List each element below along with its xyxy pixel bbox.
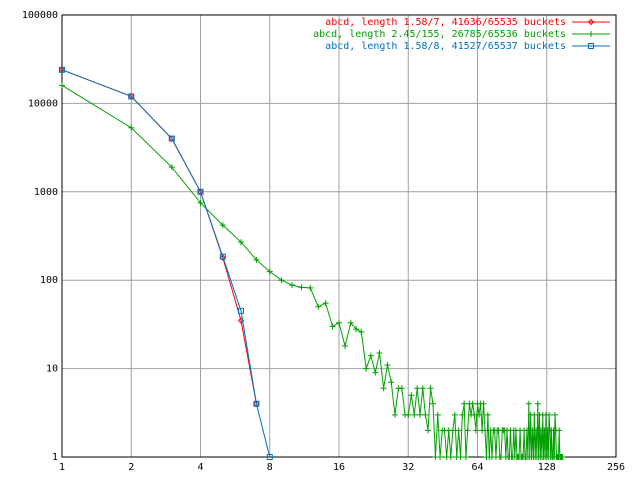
point bbox=[451, 411, 458, 418]
point bbox=[417, 411, 424, 418]
point bbox=[405, 411, 412, 418]
point bbox=[455, 427, 462, 434]
y-tick-label: 1 bbox=[52, 452, 58, 463]
x-tick-label: 32 bbox=[402, 462, 414, 473]
point bbox=[408, 392, 415, 399]
point bbox=[588, 31, 594, 37]
point bbox=[347, 319, 354, 326]
legend-label: abcd, length 2.45/155, 26785/65536 bucke… bbox=[313, 29, 566, 40]
point bbox=[523, 427, 530, 434]
y-tick-label: 100 bbox=[40, 275, 58, 286]
x-tick-label: 4 bbox=[197, 462, 203, 473]
point bbox=[376, 350, 383, 357]
point bbox=[480, 400, 487, 407]
point bbox=[128, 93, 135, 100]
y-tick-label: 10000 bbox=[28, 98, 58, 109]
point bbox=[278, 277, 285, 284]
series-line bbox=[61, 84, 563, 458]
point bbox=[447, 454, 454, 460]
point bbox=[434, 411, 441, 418]
y-tick-label: 10 bbox=[46, 364, 58, 375]
legend-label: abcd, length 1.58/7, 41636/65535 buckets bbox=[325, 17, 566, 28]
point bbox=[253, 400, 260, 407]
series-line bbox=[61, 69, 257, 404]
plot-frame bbox=[61, 14, 617, 458]
point bbox=[551, 411, 558, 418]
point bbox=[384, 361, 391, 368]
point bbox=[59, 82, 65, 89]
x-tick-label: 16 bbox=[333, 462, 345, 473]
point bbox=[197, 199, 204, 206]
point bbox=[307, 284, 314, 291]
point bbox=[336, 319, 342, 326]
point bbox=[342, 343, 349, 350]
point bbox=[398, 385, 405, 392]
point bbox=[430, 400, 437, 407]
point bbox=[419, 385, 426, 392]
point bbox=[427, 385, 434, 392]
point bbox=[546, 411, 553, 418]
point bbox=[425, 427, 432, 434]
x-tick-label: 1 bbox=[59, 462, 65, 473]
point bbox=[237, 317, 245, 324]
point bbox=[464, 427, 471, 434]
point bbox=[449, 427, 456, 434]
point bbox=[329, 323, 336, 330]
x-tick-label: 128 bbox=[538, 462, 556, 473]
point bbox=[372, 369, 379, 376]
legend-label: abcd, length 1.58/8, 41527/65537 buckets bbox=[325, 41, 566, 52]
x-tick-label: 8 bbox=[267, 462, 273, 473]
point bbox=[391, 411, 398, 418]
point bbox=[238, 307, 245, 314]
point bbox=[531, 411, 538, 418]
point bbox=[219, 253, 226, 260]
point bbox=[380, 385, 387, 392]
y-tick-label: 1000 bbox=[34, 187, 58, 198]
point bbox=[525, 400, 532, 407]
point bbox=[358, 328, 365, 335]
point bbox=[482, 427, 489, 434]
point bbox=[484, 411, 491, 418]
point bbox=[238, 239, 245, 246]
point bbox=[476, 411, 483, 418]
point bbox=[457, 454, 464, 460]
series-line bbox=[61, 69, 271, 458]
point bbox=[289, 282, 296, 289]
x-tick-label: 64 bbox=[471, 462, 483, 473]
point bbox=[59, 66, 65, 73]
point bbox=[472, 427, 479, 434]
point bbox=[422, 411, 429, 418]
point bbox=[534, 400, 541, 407]
point bbox=[253, 256, 260, 263]
point bbox=[266, 454, 273, 460]
x-tick-label: 256 bbox=[607, 462, 625, 473]
point bbox=[128, 124, 135, 131]
point bbox=[367, 352, 374, 359]
point bbox=[322, 300, 329, 307]
point bbox=[559, 454, 566, 460]
point bbox=[168, 135, 175, 142]
point bbox=[298, 284, 305, 291]
point bbox=[462, 454, 469, 460]
point bbox=[437, 454, 444, 460]
point bbox=[588, 43, 594, 49]
point bbox=[353, 326, 360, 333]
point bbox=[388, 379, 395, 386]
point bbox=[266, 268, 273, 275]
point bbox=[461, 400, 468, 407]
y-tick-label: 100000 bbox=[22, 10, 58, 21]
point bbox=[556, 427, 563, 434]
point bbox=[315, 303, 322, 310]
x-tick-label: 2 bbox=[128, 462, 134, 473]
point bbox=[197, 188, 204, 195]
point bbox=[533, 427, 540, 434]
point bbox=[459, 411, 466, 418]
point bbox=[411, 411, 418, 418]
point bbox=[363, 365, 370, 372]
point bbox=[587, 18, 595, 26]
point bbox=[219, 222, 226, 229]
point bbox=[168, 164, 175, 171]
point bbox=[414, 385, 421, 392]
